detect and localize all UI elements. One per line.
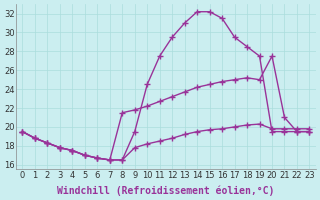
X-axis label: Windchill (Refroidissement éolien,°C): Windchill (Refroidissement éolien,°C): [57, 185, 275, 196]
